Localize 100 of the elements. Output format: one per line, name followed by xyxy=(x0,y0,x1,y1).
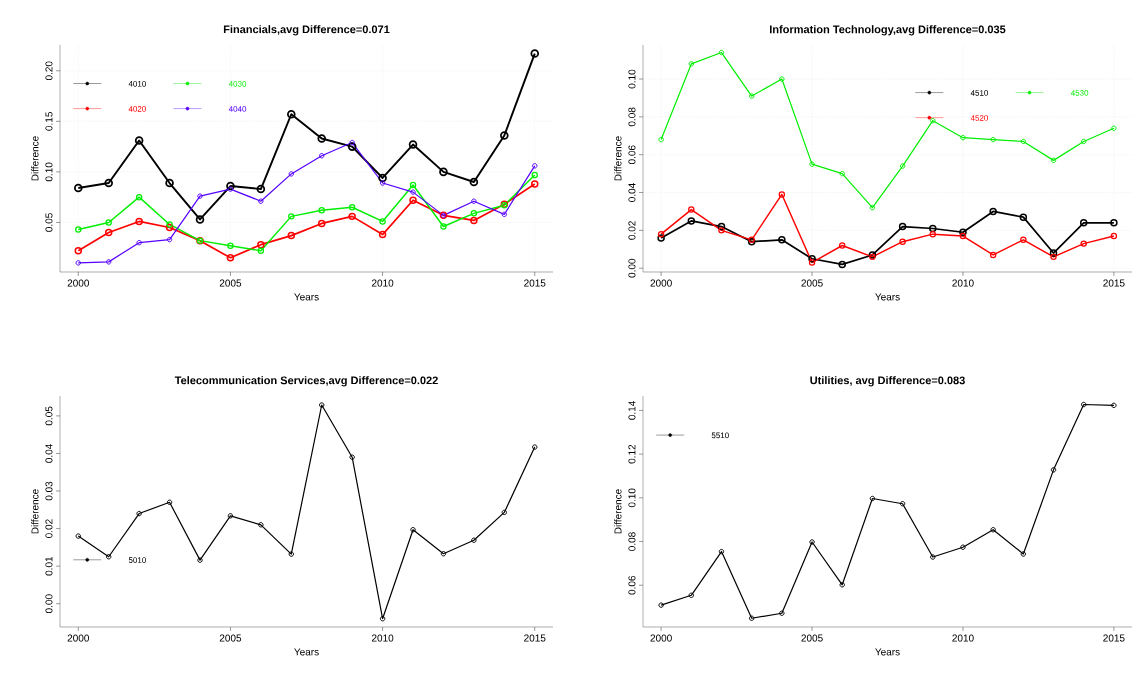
point xyxy=(288,551,294,557)
chart-title: Financials,avg Difference=0.071 xyxy=(223,25,390,36)
x-tick-label: 2010 xyxy=(371,279,394,287)
point xyxy=(930,117,936,124)
point xyxy=(104,228,113,237)
x-tick-label: 2010 xyxy=(952,634,974,642)
point xyxy=(227,513,234,519)
y-tick-label: 0.06 xyxy=(628,145,636,165)
point xyxy=(929,224,937,233)
x-tick-label: 2010 xyxy=(371,634,394,642)
x-tick-label: 2000 xyxy=(67,634,89,642)
point xyxy=(779,610,785,616)
chart-title: Telecommunication Services,avg Difference=0.022 xyxy=(174,376,438,387)
point xyxy=(410,189,416,195)
point xyxy=(319,153,325,159)
point xyxy=(439,167,448,177)
x-tick-label: 2005 xyxy=(801,634,823,642)
point xyxy=(105,219,112,226)
point xyxy=(778,236,786,244)
x-tick-label: 2015 xyxy=(524,634,546,642)
point xyxy=(869,495,876,502)
point xyxy=(1050,157,1057,164)
y-tick-label: 0.10 xyxy=(628,69,636,89)
point xyxy=(317,219,326,228)
point xyxy=(989,251,997,259)
point xyxy=(195,215,205,224)
point xyxy=(440,551,447,557)
point xyxy=(227,242,234,249)
point xyxy=(1020,551,1027,557)
point xyxy=(408,140,418,149)
point xyxy=(687,217,696,225)
y-tick-label: 0.03 xyxy=(45,481,53,501)
x-tick-label: 2015 xyxy=(524,279,546,287)
point xyxy=(809,161,815,167)
point xyxy=(838,260,846,269)
point xyxy=(471,537,477,543)
point xyxy=(869,204,876,211)
point xyxy=(501,211,508,218)
point xyxy=(165,223,174,232)
y-tick-label: 0.05 xyxy=(45,213,53,232)
text: 5510 xyxy=(711,432,729,439)
x-tick-label: 2005 xyxy=(219,279,242,287)
point xyxy=(287,109,296,119)
point xyxy=(959,232,967,240)
point xyxy=(1050,467,1057,473)
y-tick-label: 0.04 xyxy=(45,444,53,463)
y-tick-label: 0.00 xyxy=(628,258,636,278)
point xyxy=(135,217,143,226)
point xyxy=(166,236,173,243)
y-tick-label: 0.10 xyxy=(628,488,636,508)
y-tick-label: 0.08 xyxy=(628,532,636,551)
point xyxy=(226,254,235,262)
point xyxy=(347,142,357,151)
point xyxy=(718,227,725,234)
point xyxy=(197,193,203,199)
point xyxy=(990,527,996,533)
y-axis-title: Difference xyxy=(31,136,39,181)
point xyxy=(469,177,479,187)
y-tick-label: 0.14 xyxy=(628,400,636,420)
point xyxy=(471,198,477,204)
point xyxy=(688,592,694,598)
point xyxy=(197,557,203,563)
x-tick-label: 2015 xyxy=(1103,279,1125,287)
point xyxy=(748,615,755,621)
point xyxy=(317,134,327,143)
point xyxy=(470,210,478,217)
point xyxy=(166,221,173,228)
y-tick-label: 0.02 xyxy=(45,519,53,538)
point xyxy=(1080,240,1087,247)
point xyxy=(287,231,296,240)
x-tick-label: 2005 xyxy=(219,634,242,642)
point xyxy=(779,76,785,82)
point xyxy=(378,230,387,239)
x-tick-label: 2015 xyxy=(1103,634,1125,642)
y-axis-title: Difference xyxy=(614,136,622,181)
point xyxy=(778,191,786,198)
x-axis-title: Years xyxy=(875,293,900,301)
y-tick-label: 0.10 xyxy=(45,162,53,182)
point xyxy=(898,222,907,231)
point xyxy=(1081,138,1087,145)
point xyxy=(288,213,295,220)
x-tick-label: 2010 xyxy=(952,279,974,287)
y-tick-label: 0.05 xyxy=(45,406,53,426)
y-tick-label: 0.01 xyxy=(45,556,53,576)
point xyxy=(717,222,726,231)
point xyxy=(470,216,478,225)
point xyxy=(839,582,845,588)
point xyxy=(379,218,386,225)
point xyxy=(1081,401,1087,408)
point xyxy=(106,259,112,265)
point xyxy=(318,207,325,214)
point xyxy=(136,239,142,246)
point xyxy=(379,180,386,186)
point xyxy=(748,93,755,99)
point xyxy=(136,510,142,517)
point xyxy=(1020,236,1027,244)
x-axis-title: Years xyxy=(294,293,319,301)
point xyxy=(718,49,725,56)
y-tick-label: 0.20 xyxy=(45,61,53,81)
point xyxy=(808,254,816,263)
